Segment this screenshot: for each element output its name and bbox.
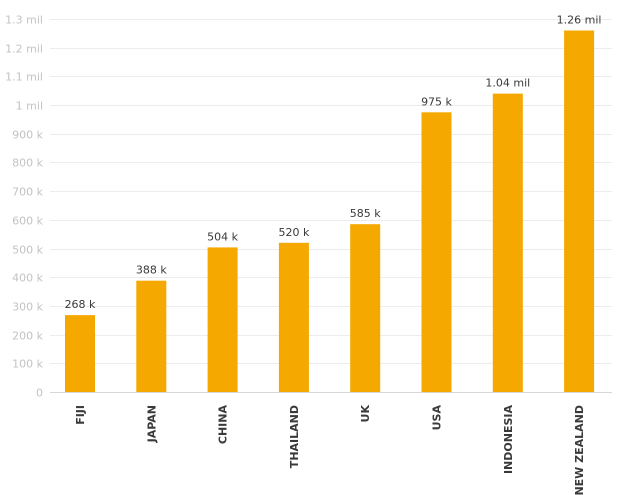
data-label: 1.04 mil — [485, 77, 530, 90]
y-tick-label: 1 mil — [16, 100, 43, 113]
x-category-label: UK — [359, 405, 372, 423]
x-axis-categories: FIJI JAPAN CHINA THAILAND UK USA INDONESIA NEW … — [74, 405, 586, 495]
x-category-label: FIJI — [74, 405, 87, 425]
bar-indonesia — [492, 93, 523, 392]
bar-japan — [136, 280, 167, 392]
y-tick-label: 900 k — [12, 129, 43, 142]
data-label: 975 k — [421, 95, 452, 108]
x-category-label: NEW ZEALAND — [573, 405, 586, 495]
y-tick-label: 200 k — [12, 330, 43, 343]
data-labels: 268 k 388 k 504 k 520 k 585 k 975 k 1.04 mil 1.… — [65, 14, 602, 312]
bars — [65, 30, 595, 393]
y-tick-label: 700 k — [12, 186, 43, 199]
y-tick-label: 100 k — [12, 358, 43, 371]
y-tick-label: 600 k — [12, 215, 43, 228]
data-label: 1.26 mil — [557, 14, 602, 27]
y-tick-label: 300 k — [12, 301, 43, 314]
x-category-label: USA — [431, 405, 444, 431]
y-tick-label: 400 k — [12, 272, 43, 285]
data-label: 388 k — [136, 264, 167, 277]
x-category-label: INDONESIA — [502, 405, 515, 475]
y-tick-label: 0 — [36, 387, 43, 400]
y-tick-label: 1.3 mil — [5, 14, 43, 27]
bar-uk — [350, 224, 381, 392]
y-tick-label: 1.2 mil — [5, 43, 43, 56]
y-tick-label: 800 k — [12, 157, 43, 170]
gridlines — [50, 19, 612, 393]
data-label: 268 k — [65, 298, 96, 311]
x-category-label: CHINA — [217, 405, 230, 445]
x-category-label: JAPAN — [145, 405, 158, 443]
data-label: 585 k — [350, 207, 381, 220]
bar-china — [207, 247, 238, 392]
x-category-label: THAILAND — [288, 405, 301, 468]
bar-usa — [421, 112, 452, 393]
y-tick-label: 500 k — [12, 244, 43, 257]
bar-thailand — [278, 242, 309, 392]
data-label: 504 k — [207, 230, 238, 243]
data-label: 520 k — [278, 226, 309, 239]
y-tick-label: 1.1 mil — [5, 71, 43, 84]
bar-fiji — [65, 315, 95, 392]
y-axis-ticks: 0 100 k 200 k 300 k 400 k 500 k 600 k 700 k 800 … — [5, 14, 43, 400]
bar-new-zealand — [564, 30, 595, 392]
